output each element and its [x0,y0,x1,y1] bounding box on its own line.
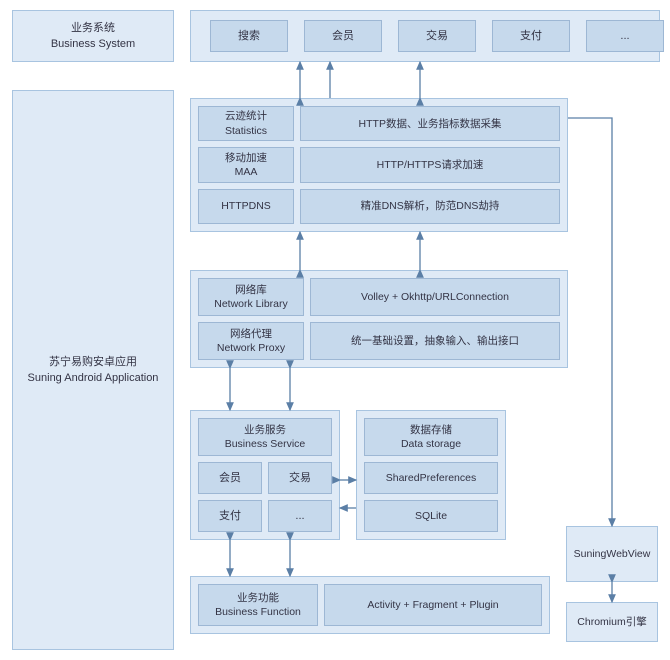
top-box-3: 支付 [492,20,570,52]
service-title-label: 业务服务 Business Service [225,423,306,451]
storage-title: 数据存储 Data storage [364,418,498,456]
webview-box-label: SuningWebView [574,547,651,561]
service-title: 业务服务 Business Service [198,418,332,456]
layer1-left-2-label: HTTPDNS [221,199,271,213]
layer1-right-1-label: HTTP/HTTPS请求加速 [377,158,484,172]
layer1-left-0-label: 云迹统计 Statistics [225,109,267,137]
layer1-left-2: HTTPDNS [198,189,294,224]
business-system-title-label: 业务系统 Business System [51,20,135,53]
business-system-title: 业务系统 Business System [12,10,174,62]
service-cell-3: ... [268,500,332,532]
service-cell-1-label: 交易 [289,471,311,486]
storage-cell-0-label: SharedPreferences [386,471,476,485]
storage-cell-0: SharedPreferences [364,462,498,494]
storage-title-label: 数据存储 Data storage [401,423,461,451]
layer1-left-1: 移动加速 MAA [198,147,294,182]
layer2-right-1-label: 统一基础设置，抽象输入、输出接口 [351,334,519,348]
layer1-right-1: HTTP/HTTPS请求加速 [300,147,560,182]
service-cell-1: 交易 [268,462,332,494]
chromium-box: Chromium引擎 [566,602,658,642]
layer2-left-1: 网络代理 Network Proxy [198,322,304,360]
layer2-left-0: 网络库 Network Library [198,278,304,316]
bottom-right-label: Activity + Fragment + Plugin [367,598,498,612]
top-box-1-label: 会员 [332,29,354,44]
top-box-1: 会员 [304,20,382,52]
storage-cell-1-label: SQLite [415,509,447,523]
service-cell-0: 会员 [198,462,262,494]
bottom-left: 业务功能 Business Function [198,584,318,626]
top-box-2-label: 交易 [426,29,448,44]
layer2-left-1-label: 网络代理 Network Proxy [217,327,285,355]
service-cell-3-label: ... [295,509,304,524]
bottom-right: Activity + Fragment + Plugin [324,584,542,626]
layer1-right-0-label: HTTP数据、业务指标数据采集 [359,117,502,131]
storage-cell-1: SQLite [364,500,498,532]
chromium-box-label: Chromium引擎 [577,615,646,629]
layer1-right-2-label: 精准DNS解析，防范DNS劫持 [361,199,500,213]
layer2-right-0-label: Volley + Okhttp/URLConnection [361,290,509,304]
service-cell-2-label: 支付 [219,509,241,524]
top-box-4: ... [586,20,664,52]
top-box-3-label: 支付 [520,29,542,44]
suning-app-title-label: 苏宁易购安卓应用 Suning Android Application [28,354,159,387]
layer1-right-0: HTTP数据、业务指标数据采集 [300,106,560,141]
top-box-4-label: ... [620,29,629,44]
layer2-right-0: Volley + Okhttp/URLConnection [310,278,560,316]
layer2-right-1: 统一基础设置，抽象输入、输出接口 [310,322,560,360]
suning-app-title: 苏宁易购安卓应用 Suning Android Application [12,90,174,650]
service-cell-2: 支付 [198,500,262,532]
top-box-0-label: 搜索 [238,29,260,44]
layer2-left-0-label: 网络库 Network Library [214,283,288,311]
top-box-0: 搜索 [210,20,288,52]
layer1-left-1-label: 移动加速 MAA [225,151,267,179]
layer1-right-2: 精准DNS解析，防范DNS劫持 [300,189,560,224]
top-box-2: 交易 [398,20,476,52]
layer1-left-0: 云迹统计 Statistics [198,106,294,141]
webview-box: SuningWebView [566,526,658,582]
bottom-left-label: 业务功能 Business Function [215,591,301,619]
service-cell-0-label: 会员 [219,471,241,486]
